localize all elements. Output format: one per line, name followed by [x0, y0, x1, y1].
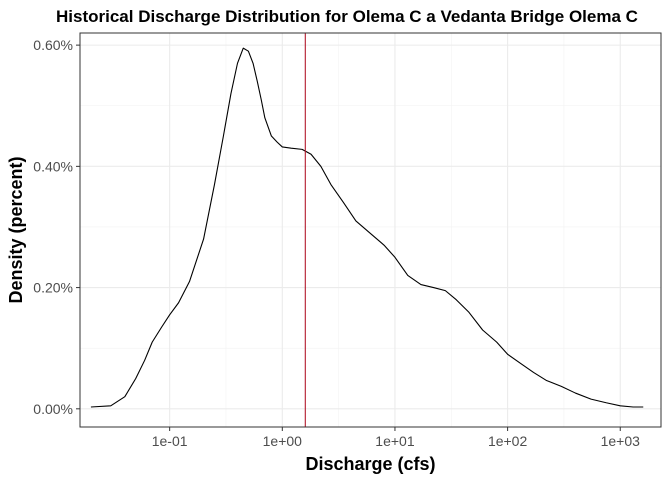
chart-title: Historical Discharge Distribution for Ol… — [56, 7, 638, 26]
data-layer — [90, 33, 644, 427]
density-curve — [90, 47, 644, 408]
x-tick-label: 1e+00 — [263, 433, 303, 449]
plot-panel-border — [79, 32, 662, 428]
x-tick-label: 1e+01 — [375, 433, 415, 449]
axes: 1e-01 1e+00 1e+01 1e+02 1e+03 0.00% 0.20% 0.40%… — [33, 37, 640, 449]
x-tick-label: 1e+02 — [488, 433, 528, 449]
x-axis-title: Discharge (cfs) — [305, 454, 435, 474]
y-tick-label: 0.60% — [33, 37, 73, 53]
y-axis-title: Density (percent) — [6, 156, 26, 303]
y-tick-label: 0.00% — [33, 401, 73, 417]
grid-lines — [80, 33, 661, 427]
x-tick-label: 1e+03 — [601, 433, 641, 449]
x-tick-label: 1e-01 — [152, 433, 188, 449]
y-tick-label: 0.40% — [33, 158, 73, 174]
y-tick-label: 0.20% — [33, 280, 73, 296]
